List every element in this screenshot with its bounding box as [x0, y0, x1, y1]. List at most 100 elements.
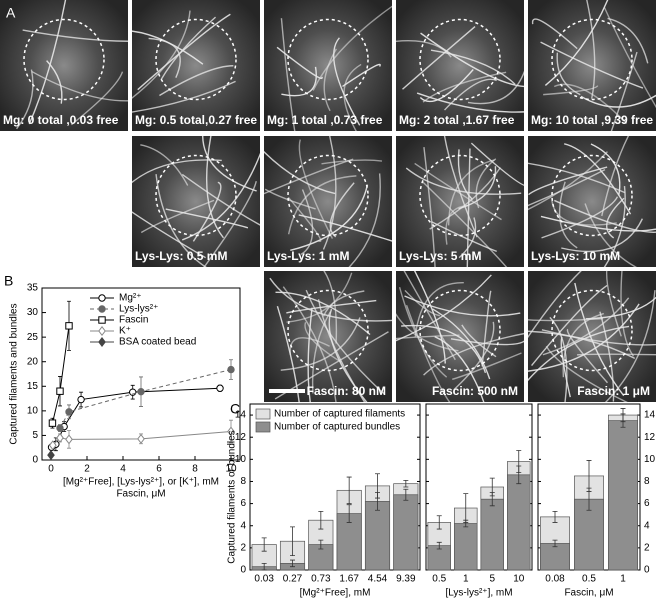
- filament: [528, 151, 608, 211]
- x-tick-label: 1: [620, 574, 626, 585]
- marker: [227, 426, 235, 437]
- bar: [540, 543, 570, 571]
- filament: [286, 272, 353, 323]
- filament: [264, 150, 336, 195]
- filament: [396, 313, 459, 352]
- filament: [165, 208, 249, 229]
- bar: [480, 498, 504, 571]
- marker: [227, 365, 235, 374]
- micrograph-bg: [528, 0, 656, 131]
- x-tick-label: 0.5: [432, 574, 446, 585]
- x-axis-label: Fascin, μM: [116, 489, 165, 500]
- filament: [467, 70, 524, 105]
- y-tick-label: 14: [235, 410, 247, 421]
- x-tick-label: 0.5: [582, 574, 596, 585]
- filament: [286, 299, 377, 314]
- image-label: Mg: 10 total ,9.39 free: [531, 113, 653, 127]
- micrograph: Mg: 2 total ,1.67 free: [396, 0, 524, 131]
- x-tick-label: 0: [48, 464, 54, 475]
- filament: [322, 290, 365, 317]
- y-tick-label: 0: [240, 565, 246, 576]
- filament: [566, 328, 608, 384]
- micrograph-bg: [264, 136, 392, 267]
- filament: [396, 334, 460, 340]
- bar: [454, 523, 478, 571]
- plot-frame: [249, 403, 421, 571]
- image-label: Fascin: 80 nM: [307, 384, 386, 398]
- filament: [541, 329, 656, 346]
- micrograph: Lys-Lys: 0.5 mM: [132, 136, 260, 267]
- y-tick-label: 20: [27, 356, 39, 367]
- filament: [545, 345, 628, 402]
- filament: [298, 139, 334, 239]
- filament: [405, 304, 451, 402]
- y-tick-label: 30: [27, 307, 39, 318]
- filament: [160, 16, 217, 80]
- micrograph-bg: [0, 0, 128, 131]
- filament: [202, 136, 257, 192]
- filament: [181, 152, 260, 241]
- x-tick-label: 5: [489, 574, 495, 585]
- filament: [22, 29, 128, 42]
- series-line: [59, 369, 232, 429]
- filament: [564, 143, 632, 215]
- y-tick-label: 35: [27, 283, 39, 294]
- marker: [65, 322, 73, 330]
- filament: [396, 274, 492, 342]
- error-bar: [516, 465, 522, 485]
- bead-outline: [551, 18, 633, 101]
- y-tick-label: 10: [644, 454, 656, 465]
- filament: [280, 18, 296, 131]
- bead-outline: [551, 289, 633, 372]
- marker: [56, 424, 64, 432]
- filament: [430, 49, 516, 85]
- micrograph: Fascin: 500 nM: [396, 271, 524, 402]
- legend-label: Mg²⁺: [119, 293, 142, 304]
- marker: [65, 408, 73, 416]
- filament: [137, 13, 231, 91]
- x-tick-label: 0.73: [311, 574, 331, 585]
- panel-label: B: [4, 273, 13, 289]
- y-axis-label: Captured filaments or bundles: [227, 430, 238, 563]
- panel-label: C: [230, 401, 240, 417]
- micrograph: Mg: 10 total ,9.39 free: [528, 0, 656, 131]
- filament: [420, 32, 524, 88]
- x-axis-label: [Mg²⁺Free], [Lys-lys²⁺], or [K⁺], mM: [63, 477, 219, 488]
- filament: [580, 94, 656, 108]
- filament: [457, 149, 473, 200]
- micrograph: Lys-Lys: 5 mM: [396, 136, 524, 267]
- marker: [56, 387, 64, 395]
- bead-outline: [287, 18, 369, 101]
- filament: [405, 167, 522, 195]
- filament: [528, 162, 626, 194]
- error-bar: [261, 537, 267, 552]
- marker: [137, 387, 145, 396]
- legend-marker: [98, 336, 106, 348]
- filament: [601, 136, 630, 217]
- x-tick-label: 0.08: [545, 574, 565, 585]
- filament: [422, 71, 507, 103]
- x-tick-label: 1: [463, 574, 469, 585]
- y-tick-label: 12: [235, 432, 247, 443]
- filament: [281, 66, 317, 97]
- filament: [549, 316, 568, 402]
- image-label: Mg: 2 total ,1.67 free: [399, 113, 515, 127]
- filament: [396, 40, 452, 58]
- series-line: [51, 387, 221, 448]
- filament: [304, 322, 342, 363]
- legend-marker: [98, 305, 106, 313]
- filament: [542, 297, 630, 356]
- image-label: Lys-Lys: 1 mM: [267, 249, 349, 263]
- filament: [431, 221, 497, 253]
- bar: [336, 513, 362, 571]
- bar: [608, 420, 638, 571]
- plot-frame: [41, 287, 241, 461]
- filament: [323, 48, 337, 112]
- y-tick-label: 6: [240, 498, 246, 509]
- filament: [311, 311, 332, 394]
- error-bar: [346, 504, 352, 523]
- y-tick-label: 8: [644, 476, 650, 487]
- filament: [348, 173, 381, 267]
- error-bar: [586, 487, 592, 511]
